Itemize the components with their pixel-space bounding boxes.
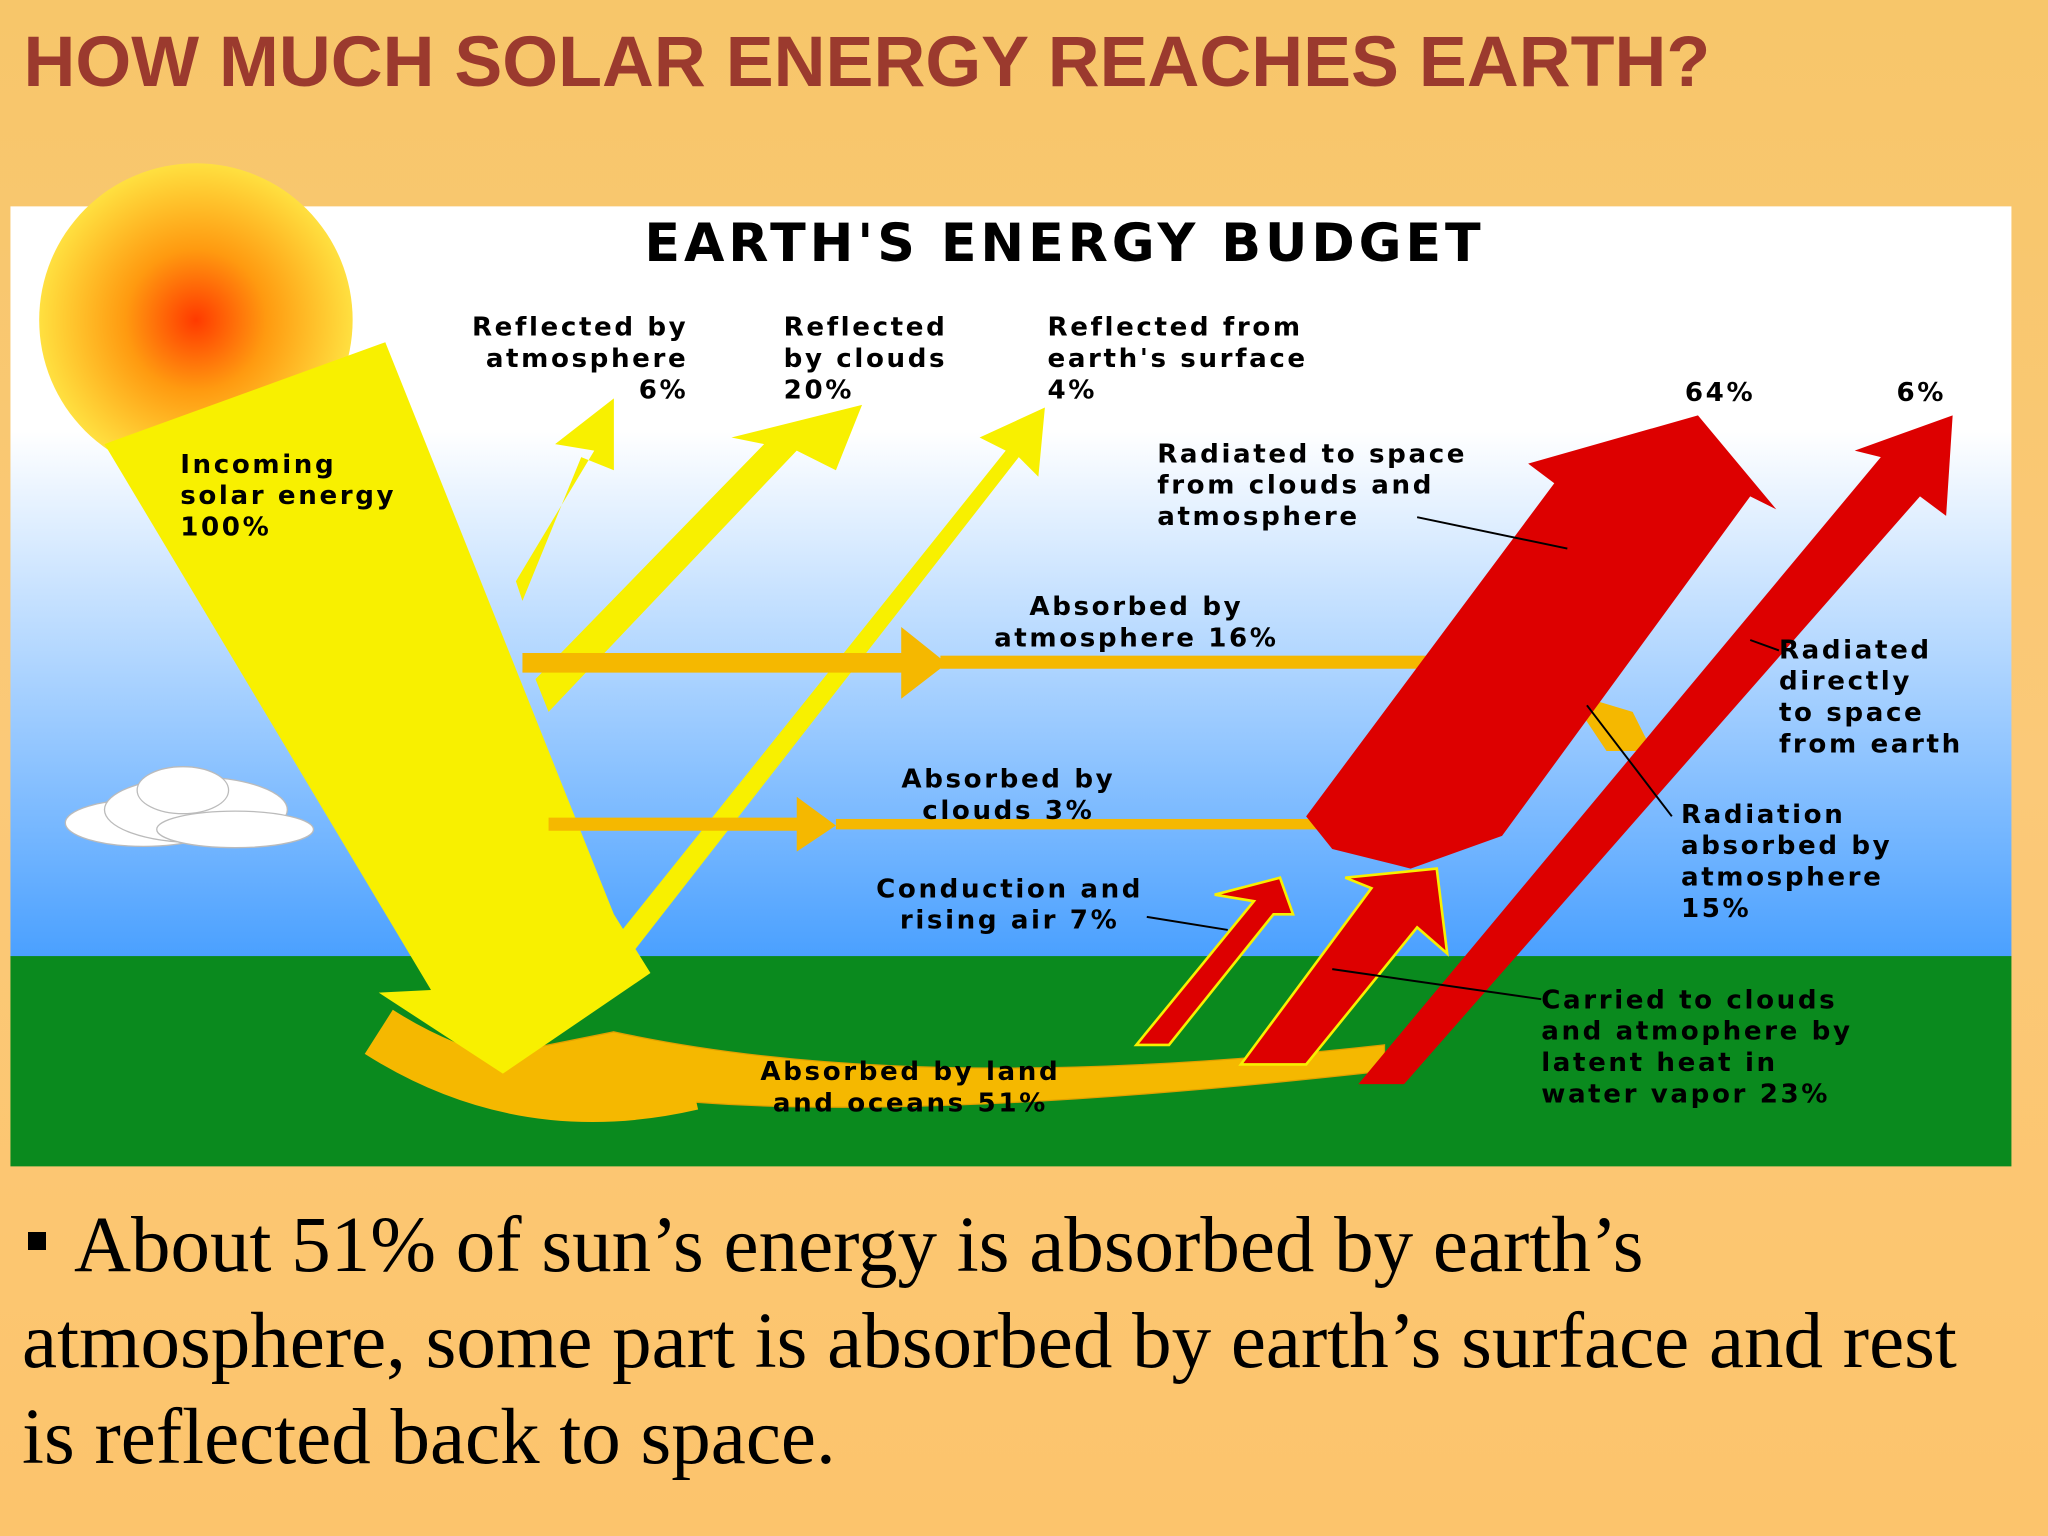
bullet-marker: [28, 1232, 46, 1250]
label-line: from earth: [1779, 729, 1963, 759]
label-line: directly: [1779, 667, 1912, 697]
label-line: 64%: [1685, 378, 1755, 408]
label-line: Conduction and: [876, 874, 1143, 904]
leader-lines: [1146, 516, 1780, 1001]
diagram-label: Absorbed by land and oceans 51%: [760, 1057, 1060, 1118]
label-line: and atmophere by: [1541, 1017, 1852, 1047]
label-line: Reflected from: [1048, 313, 1303, 343]
label-line: atmosphere: [486, 344, 688, 374]
label-line: to space: [1779, 698, 1924, 728]
diagram-label: 64%: [1685, 378, 1755, 408]
slide-title: HOW MUCH SOLAR ENERGY REACHES EARTH?: [24, 22, 1711, 102]
label-line: clouds 3%: [922, 796, 1094, 826]
label-line: and oceans 51%: [773, 1089, 1048, 1119]
diagram-label: Absorbed by clouds 3%: [901, 765, 1115, 826]
label-line: atmosphere: [1681, 863, 1883, 893]
label-line: Reflected by: [472, 313, 688, 343]
label-line: rising air 7%: [900, 906, 1120, 936]
diagram-label: Incoming solar energy 100%: [180, 450, 396, 543]
diagram-label: Carried to clouds and atmophere by latent …: [1541, 985, 1852, 1109]
label-line: 6%: [639, 375, 689, 405]
diagram-label: Reflected by clouds 20%: [784, 313, 948, 406]
diagram-label: Radiation absorbed by atmosphere 15%: [1681, 800, 1892, 924]
cloud: [64, 766, 315, 849]
surface-band: [364, 1009, 699, 1122]
label-line: absorbed by: [1681, 831, 1892, 861]
label-line: 4%: [1048, 375, 1098, 405]
label-line: earth's surface: [1048, 344, 1308, 374]
incoming-arrow: [104, 342, 651, 1074]
label-line: atmosphere 16%: [994, 624, 1279, 654]
labels: Reflected by atmosphere 6%Reflected by clou…: [180, 313, 1963, 1119]
label-line: Radiated: [1779, 635, 1932, 665]
label-line: 6%: [1896, 378, 1946, 408]
label-line: solar energy: [180, 481, 396, 511]
absorbed-clouds-line: [835, 818, 1333, 830]
label-line: Radiation: [1681, 800, 1845, 830]
label-line: latent heat in: [1541, 1048, 1778, 1078]
reflected-clouds-arrow: [535, 404, 863, 712]
diagram-label: Absorbed by atmosphere 16%: [994, 592, 1279, 653]
bullet-text: About 51% of sun’s energy is absorbed by…: [22, 1202, 1957, 1481]
diagram-label: 6%: [1896, 378, 1946, 408]
label-line: 100%: [180, 513, 271, 543]
label-line: Carried to clouds: [1541, 985, 1837, 1015]
absorbed-atmosphere-line: [940, 655, 1450, 669]
label-line: atmosphere: [1157, 502, 1359, 532]
radiated-clouds-arrow: [1306, 415, 1777, 869]
conduction-arrow: [1133, 876, 1295, 1047]
diagram-label: Radiated directly to space from earth: [1779, 635, 1963, 759]
label-line: 20%: [784, 375, 854, 405]
diagram-label: Conduction and rising air 7%: [876, 874, 1143, 935]
diagram-label: Reflected from earth's surface 4%: [1048, 313, 1308, 406]
label-line: water vapor 23%: [1541, 1079, 1830, 1109]
label-line: Absorbed by land: [760, 1057, 1060, 1087]
radiated-earth-arrow: [1358, 415, 1953, 1085]
label-line: Radiated to space: [1157, 439, 1467, 469]
ground: [10, 956, 2012, 1167]
diagram-title: EARTH'S ENERGY BUDGET: [644, 214, 1484, 274]
absorbed-atmosphere-arrow: [522, 626, 947, 699]
label-line: Absorbed by: [1029, 592, 1243, 622]
label-line: 15%: [1681, 894, 1751, 924]
label-line: by clouds: [784, 344, 948, 374]
label-line: Absorbed by: [901, 765, 1115, 795]
label-line: Incoming: [180, 450, 336, 480]
diagram-label: Radiated to space from clouds and atmosphe…: [1157, 439, 1467, 532]
absorbed-clouds-arrow: [548, 796, 836, 852]
label-line: Reflected: [784, 313, 948, 343]
latent-heat-arrow: [1238, 867, 1449, 1066]
diagram-label: Reflected by atmosphere 6%: [472, 313, 688, 406]
label-line: from clouds and: [1157, 471, 1434, 501]
reflected-atmosphere-arrow: [515, 398, 614, 601]
